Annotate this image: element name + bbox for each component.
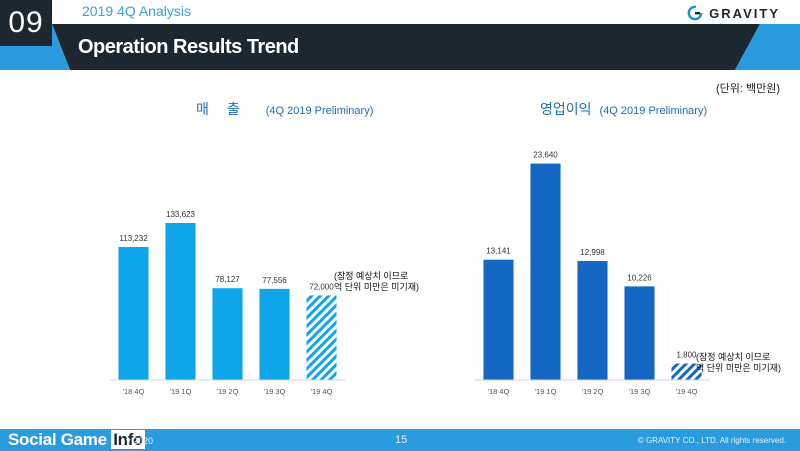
tick-label-2: '19 2Q bbox=[217, 387, 239, 396]
data-label-1: 23,640 bbox=[533, 151, 558, 160]
footer-date: y 2020 bbox=[126, 436, 154, 446]
tick-label-4: '19 4Q bbox=[676, 387, 698, 396]
data-label-0: 13,141 bbox=[486, 247, 511, 256]
title-bar bbox=[0, 24, 800, 70]
chart-title-revenue: 매출 (4Q 2019 Preliminary) bbox=[196, 99, 373, 119]
logo-text: GRAVITY bbox=[709, 5, 780, 21]
chart-title-revenue-main: 매출 bbox=[196, 101, 258, 117]
header-subtitle: 2019 4Q Analysis bbox=[82, 3, 191, 19]
watermark: Social Game Info bbox=[8, 430, 146, 450]
tick-label-3: '19 3Q bbox=[264, 387, 286, 396]
bar-2 bbox=[577, 261, 608, 380]
data-label-2: 12,998 bbox=[580, 248, 605, 257]
copyright: © GRAVITY CO., LTD. All rights reserved. bbox=[637, 436, 786, 445]
bar-3 bbox=[259, 288, 290, 380]
watermark-main: Social Game bbox=[8, 430, 112, 449]
chart-subtitle-operating-profit: (4Q 2019 Preliminary) bbox=[599, 105, 708, 117]
title-bar-shape bbox=[0, 24, 800, 70]
top-band bbox=[0, 0, 800, 24]
bar-0 bbox=[118, 246, 149, 380]
section-number: 09 bbox=[0, 0, 52, 46]
bar-4 bbox=[671, 363, 702, 380]
data-label-1: 133,623 bbox=[166, 210, 195, 219]
data-label-3: 10,226 bbox=[627, 273, 652, 282]
data-label-3: 77,556 bbox=[262, 276, 287, 285]
preliminary-note-operating-profit: (잠정 예상치 이므로 억 단위 미만은 미기재) bbox=[696, 352, 782, 373]
footer-bar bbox=[0, 429, 800, 451]
chart-title-operating-profit-main: 영업이익 bbox=[540, 101, 592, 117]
chart-subtitle-revenue: (4Q 2019 Preliminary) bbox=[265, 105, 374, 117]
bar-0 bbox=[483, 259, 514, 380]
chart-title-operating-profit: 영업이익 (4Q 2019 Preliminary) bbox=[540, 99, 707, 119]
revenue-bar-chart: 113,232 '18 4Q 133,623 '19 1Q 78,127 '19 2Q 77… bbox=[110, 210, 345, 396]
operating-profit-bar-chart: 13,141 '18 4Q 23,640 '19 1Q 12,998 '19 2Q 10,2… bbox=[475, 151, 710, 396]
tick-label-2: '19 2Q bbox=[582, 387, 604, 396]
page-title: Operation Results Trend bbox=[78, 36, 299, 58]
preliminary-note-revenue: (잠정 예상치 이므로 억 단위 미만은 미기재) bbox=[334, 271, 420, 292]
tick-label-1: '19 1Q bbox=[170, 387, 192, 396]
data-label-4: 72,000 bbox=[309, 282, 334, 291]
bar-3 bbox=[624, 286, 655, 380]
data-label-0: 113,232 bbox=[119, 234, 148, 243]
logo: GRAVITY bbox=[687, 5, 780, 21]
bar-1 bbox=[165, 222, 196, 380]
data-label-2: 78,127 bbox=[215, 275, 240, 284]
unit-note: (단위: 백만원) bbox=[715, 83, 780, 95]
bar-2 bbox=[212, 288, 243, 380]
watermark-info: Info bbox=[111, 430, 146, 449]
data-label-4: 1,800 bbox=[676, 351, 697, 360]
tick-label-3: '19 3Q bbox=[629, 387, 651, 396]
page-number: 15 bbox=[395, 434, 408, 446]
tick-label-0: '18 4Q bbox=[488, 387, 510, 396]
tick-label-1: '19 1Q bbox=[535, 387, 557, 396]
gravity-logo-icon bbox=[687, 5, 703, 21]
tick-label-0: '18 4Q bbox=[123, 387, 145, 396]
tick-label-4: '19 4Q bbox=[311, 387, 333, 396]
bar-1 bbox=[530, 163, 561, 380]
bar-4 bbox=[306, 295, 337, 380]
